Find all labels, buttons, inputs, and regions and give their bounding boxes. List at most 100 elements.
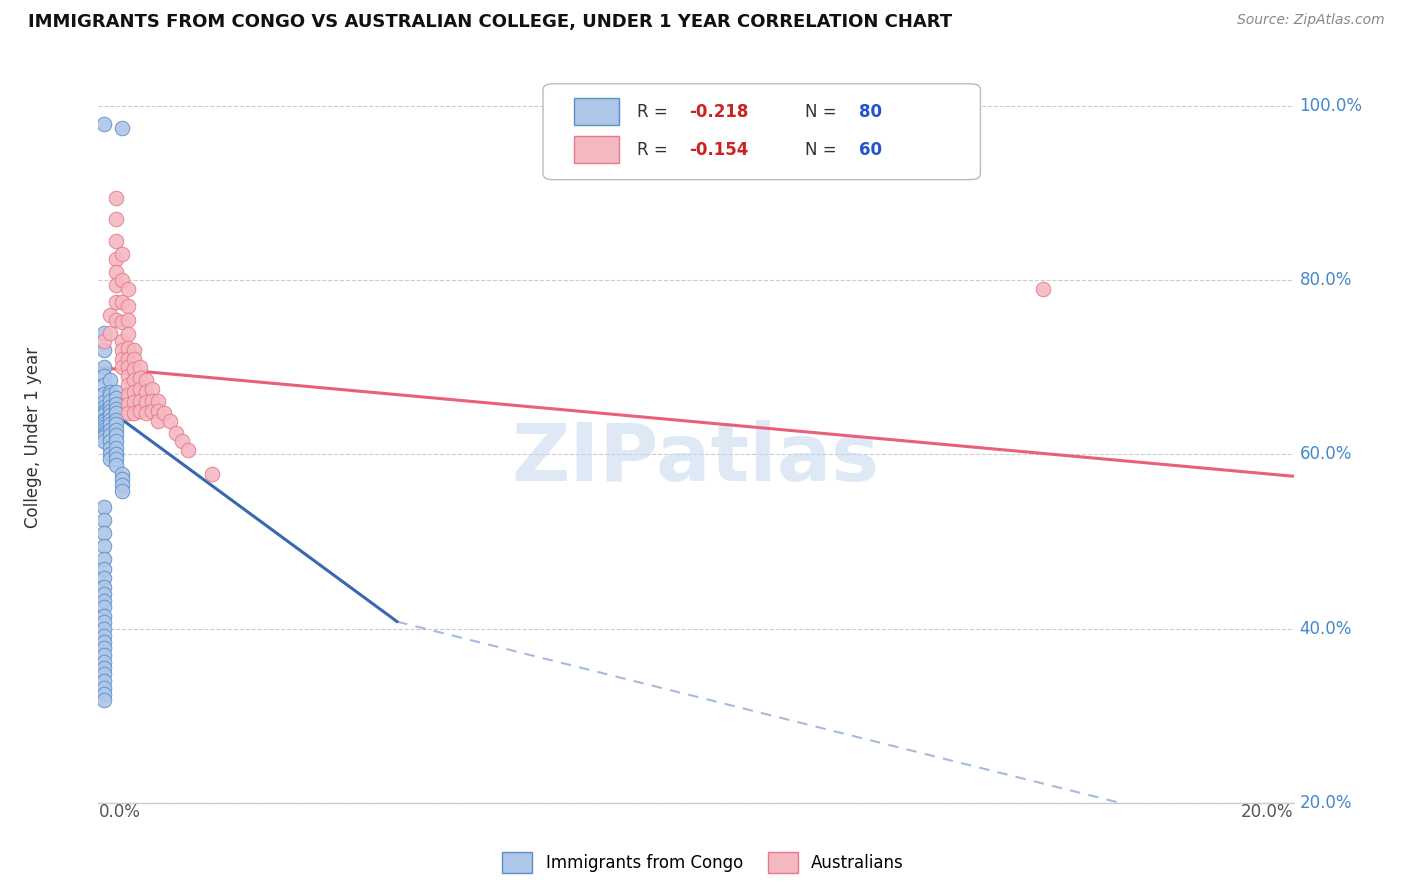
Point	[93, 580, 115, 594]
Point	[93, 667, 115, 681]
Point	[124, 362, 146, 376]
Point	[111, 351, 134, 366]
Point	[1032, 282, 1054, 296]
Point	[111, 472, 134, 486]
Text: -0.154: -0.154	[689, 141, 748, 159]
Point	[172, 434, 194, 449]
Point	[93, 430, 115, 444]
Point	[159, 414, 181, 428]
Point	[117, 282, 139, 296]
Point	[93, 539, 115, 553]
Point	[111, 467, 134, 481]
Point	[93, 687, 115, 701]
Point	[105, 252, 128, 266]
Point	[93, 552, 115, 566]
Point	[93, 334, 115, 349]
Point	[93, 594, 115, 608]
Point	[98, 400, 122, 414]
Point	[117, 327, 139, 342]
Point	[93, 640, 115, 655]
Point	[93, 622, 115, 636]
Point	[124, 343, 146, 357]
Point	[98, 434, 122, 449]
Point	[111, 478, 134, 492]
Point	[93, 629, 115, 643]
Point	[117, 351, 139, 366]
Point	[93, 615, 115, 629]
Point	[135, 406, 157, 420]
Point	[124, 374, 146, 388]
Point	[129, 393, 152, 408]
Text: 80.0%: 80.0%	[1299, 271, 1353, 289]
Text: R =: R =	[637, 141, 673, 159]
Point	[148, 404, 170, 418]
Point	[105, 384, 128, 399]
Point	[111, 360, 134, 375]
Point	[111, 315, 134, 329]
Point	[135, 384, 157, 399]
Point	[93, 406, 115, 420]
Legend: Immigrants from Congo, Australians: Immigrants from Congo, Australians	[495, 846, 911, 880]
Text: 100.0%: 100.0%	[1299, 97, 1362, 115]
Text: 0.0%: 0.0%	[98, 803, 141, 821]
Point	[93, 423, 115, 437]
Point	[124, 406, 146, 420]
Point	[105, 391, 128, 405]
Point	[93, 693, 115, 707]
Point	[98, 388, 122, 402]
Point	[93, 369, 115, 384]
Point	[105, 191, 128, 205]
Text: N =: N =	[804, 141, 842, 159]
Point	[105, 277, 128, 292]
Point	[129, 404, 152, 418]
Point	[135, 395, 157, 409]
Point	[105, 402, 128, 417]
Point	[165, 425, 187, 440]
Point	[93, 377, 115, 392]
Point	[153, 406, 176, 420]
Point	[93, 525, 115, 540]
Point	[105, 312, 128, 326]
Point	[93, 419, 115, 434]
Point	[148, 393, 170, 408]
Point	[117, 300, 139, 314]
Point	[135, 374, 157, 388]
Point	[105, 428, 128, 442]
Point	[93, 661, 115, 675]
Point	[105, 458, 128, 472]
Point	[98, 417, 122, 431]
Point	[111, 295, 134, 310]
Point	[105, 212, 128, 227]
Point	[129, 382, 152, 396]
Point	[129, 360, 152, 375]
Point	[111, 334, 134, 349]
Point	[93, 343, 115, 357]
Point	[98, 393, 122, 408]
Point	[93, 513, 115, 527]
Text: College, Under 1 year: College, Under 1 year	[24, 346, 42, 528]
Point	[93, 648, 115, 662]
Point	[105, 451, 128, 466]
Point	[117, 369, 139, 384]
Point	[93, 681, 115, 695]
Point	[98, 374, 122, 388]
Point	[117, 360, 139, 375]
Point	[105, 441, 128, 455]
Point	[93, 414, 115, 428]
Text: ZIPatlas: ZIPatlas	[512, 420, 880, 498]
Point	[117, 397, 139, 411]
Point	[98, 412, 122, 426]
Point	[117, 312, 139, 326]
Point	[93, 655, 115, 669]
Point	[177, 443, 200, 458]
Point	[98, 423, 122, 437]
Point	[98, 448, 122, 462]
Point	[105, 295, 128, 310]
Point	[93, 412, 115, 426]
Point	[141, 404, 163, 418]
Point	[105, 434, 128, 449]
Point	[98, 409, 122, 423]
Text: 60.0%: 60.0%	[1299, 445, 1353, 464]
Point	[111, 247, 134, 261]
Point	[93, 417, 115, 431]
